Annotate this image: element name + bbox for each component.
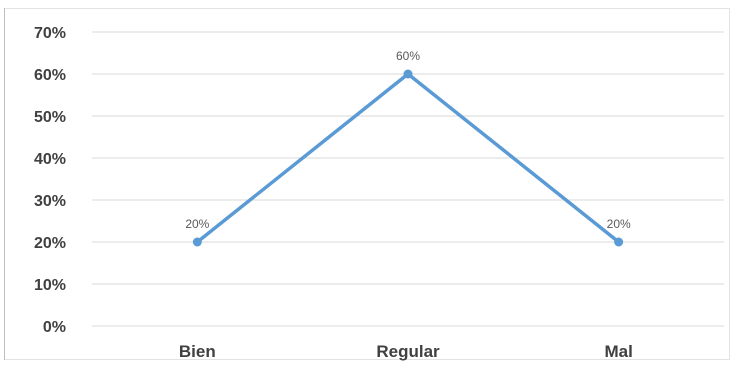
- data-point: [192, 237, 202, 247]
- x-axis-ticks: Bien Regular Mal: [179, 342, 633, 361]
- y-tick-label: 50%: [34, 109, 66, 126]
- data-label: 20%: [607, 217, 631, 231]
- data-label: 20%: [185, 217, 209, 231]
- data-labels: 20% 60% 20%: [185, 49, 631, 231]
- x-tick-label: Mal: [604, 342, 632, 361]
- chart-frame: [4, 8, 730, 360]
- y-tick-label: 0%: [43, 319, 66, 336]
- data-label: 60%: [396, 49, 420, 63]
- chart-frame-left-edge: [4, 8, 5, 360]
- y-tick-label: 10%: [34, 277, 66, 294]
- series-group: [192, 69, 624, 247]
- data-point: [614, 237, 624, 247]
- y-tick-label: 60%: [34, 67, 66, 84]
- y-axis-ticks: 0% 10% 20% 30% 40% 50% 60% 70%: [34, 25, 66, 336]
- y-tick-label: 30%: [34, 193, 66, 210]
- data-point: [403, 69, 413, 79]
- y-tick-label: 20%: [34, 235, 66, 252]
- x-tick-label: Regular: [376, 342, 440, 361]
- x-tick-label: Bien: [179, 342, 216, 361]
- y-tick-label: 70%: [34, 25, 66, 42]
- y-tick-label: 40%: [34, 151, 66, 168]
